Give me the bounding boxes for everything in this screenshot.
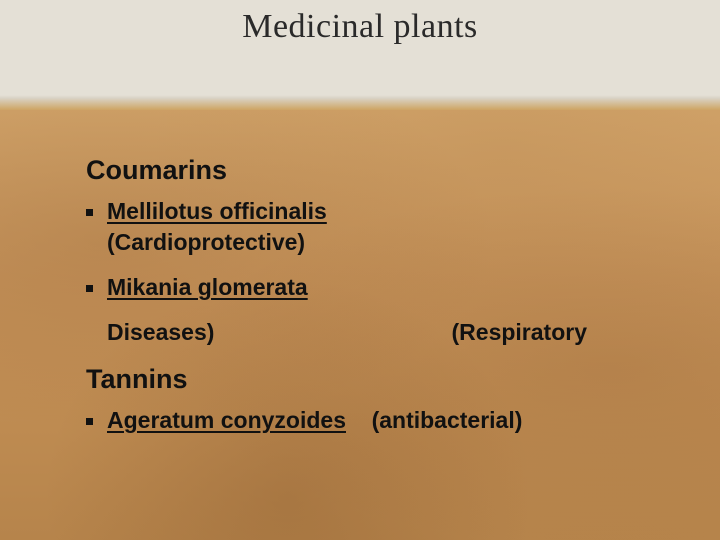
list-item: Ageratum conyzoides (antibacterial) (86, 405, 660, 436)
content-area: Coumarins Mellilotus officinalis (Cardio… (80, 155, 660, 440)
bullet-icon (86, 285, 93, 292)
list-item: Mellilotus officinalis (Cardioprotective… (86, 196, 660, 258)
section-heading-tannins: Tannins (86, 364, 660, 395)
bullet-text: Mikania glomerata (107, 272, 308, 303)
effect-line-1: (Respiratory (452, 319, 587, 346)
bullet-text: Ageratum conyzoides (antibacterial) (107, 405, 522, 436)
page-title: Medicinal plants (0, 8, 720, 46)
bullet-icon (86, 418, 93, 425)
plant-effect-wrapped: Diseases) (Respiratory (107, 319, 587, 346)
section-heading-coumarins: Coumarins (86, 155, 660, 186)
plant-effect: (antibacterial) (372, 407, 523, 433)
plant-name: Mikania glomerata (107, 274, 308, 300)
plant-name: Mellilotus officinalis (107, 198, 327, 224)
list-item: Mikania glomerata (86, 272, 660, 303)
slide: Medicinal plants Coumarins Mellilotus of… (0, 0, 720, 540)
bullet-text: Mellilotus officinalis (Cardioprotective… (107, 196, 333, 258)
plant-name: Ageratum conyzoides (107, 407, 346, 433)
effect-line-2: Diseases) (107, 319, 214, 346)
bullet-icon (86, 209, 93, 216)
plant-effect: (Cardioprotective) (107, 229, 305, 255)
